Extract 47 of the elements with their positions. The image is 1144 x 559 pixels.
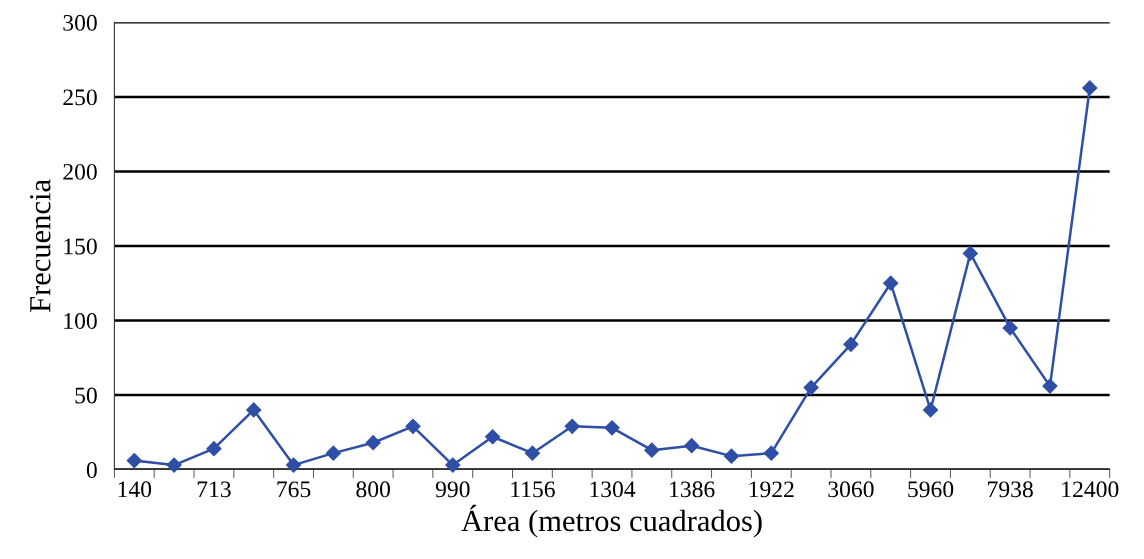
x-tick-label: 5960 <box>908 481 954 498</box>
point <box>1082 80 1098 96</box>
point <box>524 445 540 461</box>
point <box>1002 320 1018 336</box>
point <box>922 402 939 418</box>
point <box>564 418 580 434</box>
x-axis-title: Área (metros cuadrados) <box>461 504 762 538</box>
x-tick-label: 1922 <box>749 481 794 498</box>
x-tick-label: 7938 <box>988 481 1033 498</box>
point <box>285 457 302 473</box>
y-tick-label: 250 <box>63 89 97 106</box>
x-tick-label: 12400 <box>1062 481 1119 498</box>
point <box>962 245 978 261</box>
point <box>684 438 700 454</box>
point <box>166 457 182 473</box>
point <box>803 380 819 396</box>
point <box>485 429 501 445</box>
point <box>883 275 899 291</box>
y-tick-label: 150 <box>64 238 97 255</box>
point <box>246 402 262 418</box>
x-tick-label: 1386 <box>670 481 715 498</box>
point <box>843 336 859 352</box>
x-tick-label: 1304 <box>590 481 636 498</box>
x-tick-label: 1156 <box>511 481 555 498</box>
point <box>325 445 341 461</box>
point <box>445 457 461 473</box>
x-tick-label: 765 <box>277 481 311 498</box>
x-tick-label: 713 <box>197 481 231 498</box>
point <box>126 453 142 469</box>
y-tick-label: 200 <box>63 163 97 180</box>
x-tick-label: 990 <box>435 481 470 498</box>
point <box>206 441 222 457</box>
y-tick-label: 50 <box>75 387 97 404</box>
point <box>644 442 660 458</box>
point <box>604 420 620 436</box>
point <box>405 418 421 434</box>
y-tick-label: 100 <box>64 312 97 329</box>
y-axis-title: Frecuencia <box>30 179 51 313</box>
x-tick-label: 800 <box>356 481 390 498</box>
x-tick-label: 140 <box>118 481 152 498</box>
x-tick-label: 3060 <box>828 481 874 498</box>
point <box>723 448 740 464</box>
point <box>1042 378 1058 394</box>
y-tick-label: 300 <box>63 14 97 31</box>
point <box>763 445 779 461</box>
y-tick-label: 0 <box>86 462 97 478</box>
point <box>365 435 381 451</box>
